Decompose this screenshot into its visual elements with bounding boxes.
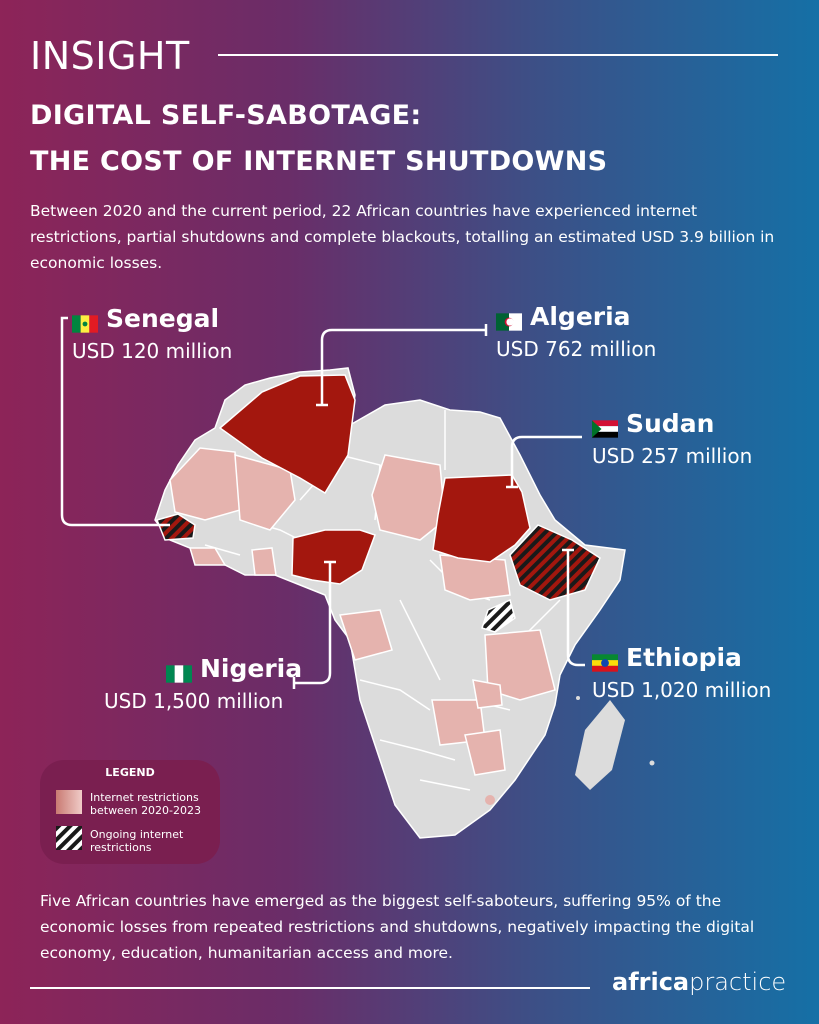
nigeria-shape: [291, 529, 376, 585]
sudan-name: Sudan: [626, 409, 715, 438]
legend-label-ongoing: Ongoing internet restrictions: [90, 828, 184, 854]
legend-swatch-ongoing: [56, 826, 82, 850]
sudan-callout: Sudan USD 257 million: [592, 409, 752, 468]
logo-bold: africa: [612, 968, 690, 996]
title-line-2: THE COST OF INTERNET SHUTDOWNS: [30, 146, 608, 177]
legend-label-restricted: Internet restrictions between 2020-2023: [90, 791, 202, 817]
algeria-name: Algeria: [530, 302, 631, 331]
ethiopia-shape: [509, 524, 601, 601]
restricted-countries: [169, 447, 556, 776]
sudan-leader: [510, 435, 582, 487]
sudan-shape: [432, 474, 531, 563]
senegal-shape: [155, 513, 196, 541]
ethiopia-value: USD 1,020 million: [592, 678, 772, 702]
legend-title: LEGEND: [105, 766, 155, 779]
algeria-leader: [320, 328, 486, 405]
senegal-value: USD 120 million: [72, 339, 233, 363]
island-shape: [649, 760, 655, 766]
intro-paragraph: Between 2020 and the current period, 22 …: [30, 202, 775, 272]
title-line-1: DIGITAL SELF-SABOTAGE:: [30, 100, 422, 131]
nigeria-callout: Nigeria USD 1,500 million: [104, 654, 302, 713]
leader-endcaps: [292, 324, 574, 689]
algeria-flag-icon: [496, 308, 522, 331]
island-shape: [605, 709, 611, 715]
top-divider: [218, 54, 778, 56]
algeria-value: USD 762 million: [496, 337, 657, 361]
senegal-name: Senegal: [106, 304, 220, 333]
legend: LEGEND Internet restrictions between 202…: [40, 760, 220, 864]
outro-paragraph: Five African countries have emerged as t…: [40, 892, 755, 962]
ethiopia-callout: Ethiopia USD 1,020 million: [592, 643, 771, 702]
lesotho-shape: [485, 795, 495, 805]
africa-continent: [154, 367, 626, 839]
leader-lines: [60, 316, 585, 685]
africa-map: [60, 316, 655, 839]
sudan-value: USD 257 million: [592, 444, 753, 468]
sudan-flag-icon: [592, 415, 618, 438]
senegal-leader: [60, 316, 170, 527]
logo-light: practice: [689, 968, 787, 996]
senegal-callout: Senegal USD 120 million: [72, 304, 232, 363]
drc-east-hatched: [481, 598, 516, 633]
nigeria-value: USD 1,500 million: [104, 689, 284, 713]
nigeria-name: Nigeria: [200, 654, 303, 683]
ethiopia-name: Ethiopia: [626, 643, 742, 672]
island-shape: [576, 696, 580, 700]
legend-swatch-restricted: [56, 790, 82, 814]
algeria-callout: Algeria USD 762 million: [496, 302, 656, 361]
senegal-flag-icon: [72, 310, 98, 333]
insight-kicker: INSIGHT: [30, 34, 190, 78]
ethiopia-leader: [566, 550, 585, 667]
nigeria-leader: [294, 562, 332, 685]
madagascar-shape: [575, 700, 625, 790]
ethiopia-flag-icon: [592, 649, 618, 672]
africapractice-logo: africapractice: [612, 968, 786, 996]
nigeria-flag-icon: [166, 660, 192, 683]
bottom-divider: [30, 987, 590, 989]
